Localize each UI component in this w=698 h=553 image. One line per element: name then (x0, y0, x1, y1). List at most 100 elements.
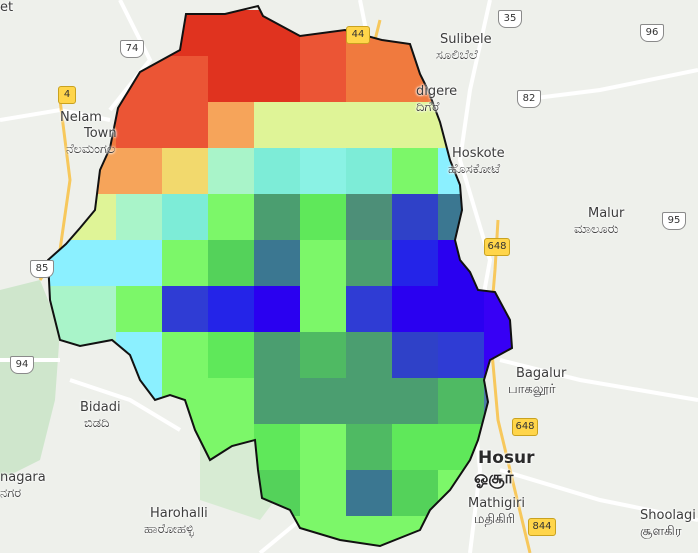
heatmap-cell (346, 516, 393, 546)
place-label-malur-local: ಮಾಲೂರು (574, 222, 619, 237)
place-label-hoskote[interactable]: Hoskote (452, 146, 505, 161)
heatmap-cell (116, 240, 163, 287)
heatmap-cell (300, 194, 347, 241)
heatmap-cell (70, 286, 117, 333)
place-label-hosur-local: ஓசூர் (474, 468, 514, 488)
heatmap-cell (162, 286, 209, 333)
district-boundary (46, 4, 514, 548)
heatmap-cell (162, 240, 209, 287)
heatmap-cell (116, 286, 163, 333)
heatmap-cell (300, 286, 347, 333)
place-label-edge: et (0, 0, 14, 15)
heatmap-cell (300, 102, 347, 149)
heatmap-cell (346, 332, 393, 379)
heatmap-cell (392, 102, 439, 149)
heatmap-cell (392, 424, 439, 471)
place-label-malur[interactable]: Malur (588, 206, 625, 221)
route-shield-844: 844 (528, 518, 556, 536)
heatmap-cell (346, 148, 393, 195)
heatmap-cell (208, 102, 255, 149)
heatmap-cell (208, 240, 255, 287)
heatmap-cell (300, 332, 347, 379)
heatmap-cell (346, 378, 393, 425)
heatmap-cell (254, 378, 301, 425)
route-shield-94: 94 (10, 356, 34, 374)
heatmap-cell (208, 194, 255, 241)
place-label-bagalur[interactable]: Bagalur (516, 366, 567, 381)
heatmap-cell (300, 148, 347, 195)
heatmap-cell (346, 194, 393, 241)
route-shield-35: 35 (498, 10, 522, 28)
heatmap-cell (254, 194, 301, 241)
place-label-hoskote-local: ಹೊಸಕೋಟೆ (448, 162, 501, 177)
place-label-sulibele[interactable]: Sulibele (440, 32, 492, 47)
route-shield-96: 96 (640, 24, 664, 42)
heatmap-cell (346, 470, 393, 517)
heatmap-cell (254, 102, 301, 149)
heatmap-cell (116, 102, 163, 149)
route-shield-85: 85 (30, 260, 54, 278)
heatmap-cell (254, 148, 301, 195)
place-label-hosur[interactable]: Hosur (478, 448, 535, 468)
heatmap-cell (208, 148, 255, 195)
route-shield-44: 44 (346, 26, 370, 44)
heatmap-cell (300, 424, 347, 471)
route-shield-648-north: 648 (484, 238, 510, 256)
place-label-nelamangala-local: ನೆಲಮಂಗಲ (66, 142, 116, 157)
route-shield-74: 74 (120, 40, 144, 58)
heatmap-cell (392, 286, 439, 333)
heatmap-cell (254, 424, 301, 471)
heatmap-cell (208, 332, 255, 379)
heatmap-cell (70, 240, 117, 287)
forest-area-west (0, 280, 60, 480)
route-shield-648-south: 648 (512, 418, 538, 436)
heatmap-cell (254, 56, 301, 103)
heatmap-cell (162, 194, 209, 241)
heatmap-cell (208, 10, 255, 57)
heatmap-cell (392, 240, 439, 287)
place-label-bidadi-local: ಬಿಡದಿ (84, 416, 110, 431)
place-label-ramanagara-local: ನಗರ (0, 486, 22, 501)
heatmap-cell (162, 148, 209, 195)
place-label-harohalli-local: ಹಾರೋಹಳ್ಳಿ (144, 522, 194, 537)
heatmap-cell (438, 378, 485, 425)
place-label-bagalur-local: பாகலூர் (508, 382, 556, 397)
heatmap-cell (162, 56, 209, 103)
heatmap-cell (346, 286, 393, 333)
place-label-mathigiri[interactable]: Mathigiri (468, 496, 525, 511)
place-label-nelamangala-2[interactable]: Town (84, 126, 117, 141)
heatmap-cell (254, 332, 301, 379)
heatmap-cell (346, 102, 393, 149)
heatmap-cell (438, 332, 485, 379)
place-label-harohalli[interactable]: Harohalli (150, 506, 208, 521)
heatmap-cell (346, 240, 393, 287)
place-label-sulibele-local: ಸೂಲಿಬೆಲೆ (436, 48, 478, 63)
place-label-mathigiri-local: மதிகிரி (474, 512, 516, 527)
place-label-nelamangala-1[interactable]: Nelam (60, 110, 102, 125)
heatmap-cell (300, 378, 347, 425)
heatmap-cell (392, 194, 439, 241)
place-label-devanahalli[interactable]: digere (416, 84, 458, 99)
heatmap-cell (300, 56, 347, 103)
heatmap-cell (392, 378, 439, 425)
heatmap-cell (116, 194, 163, 241)
place-label-bidadi[interactable]: Bidadi (80, 400, 121, 415)
heatmap-cell (346, 424, 393, 471)
route-shield-82: 82 (517, 90, 541, 108)
heatmap-cell (116, 148, 163, 195)
place-label-shoolagiri[interactable]: Shoolagi (640, 508, 696, 523)
heatmap-cell (254, 286, 301, 333)
heatmap-cell (162, 332, 209, 379)
heatmap-cell (392, 148, 439, 195)
heatmap-cell (300, 240, 347, 287)
route-shield-4: 4 (58, 86, 76, 104)
heatmap-cell (300, 470, 347, 517)
heatmap-cell (208, 286, 255, 333)
place-label-ramanagara[interactable]: nagara (0, 470, 46, 485)
heatmap-cell (162, 102, 209, 149)
place-label-shoolagiri-local: சூளகிர (640, 524, 682, 539)
heatmap-cell (438, 286, 485, 333)
